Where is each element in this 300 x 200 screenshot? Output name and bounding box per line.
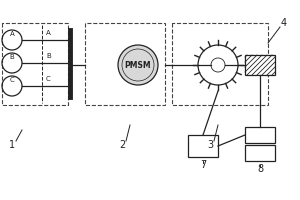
Text: 1: 1 [9,140,15,150]
Text: 4: 4 [281,18,287,28]
Text: A: A [10,31,14,37]
Text: B: B [46,53,51,59]
Text: 8: 8 [257,164,263,174]
Bar [245,55,275,75]
Text: 2: 2 [119,140,125,150]
Text: PMSM: PMSM [125,60,151,70]
Text: 7: 7 [200,160,206,170]
Text: C: C [46,76,51,82]
Bar [245,127,275,143]
Bar [188,135,218,157]
Text: 3: 3 [207,140,213,150]
Text: B: B [10,54,14,60]
Bar [245,145,275,161]
Circle shape [118,45,158,85]
Text: A: A [46,30,51,36]
Text: C: C [10,77,14,83]
